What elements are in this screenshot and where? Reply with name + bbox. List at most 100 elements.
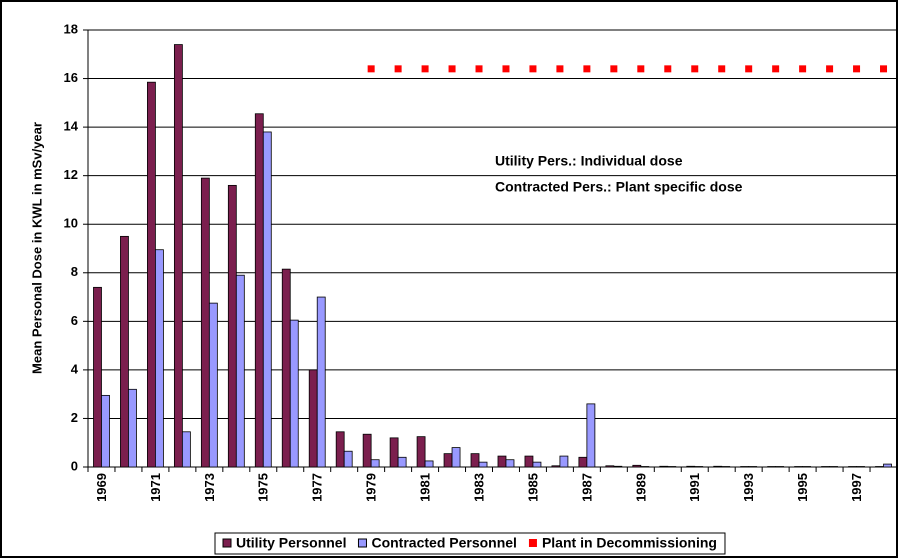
legend-swatch	[357, 538, 367, 548]
x-tick-label: 1977	[310, 473, 325, 502]
bar	[362, 433, 372, 468]
legend-swatch	[528, 539, 537, 547]
x-tick-label: 1981	[418, 473, 433, 502]
bar	[370, 459, 380, 468]
legend	[214, 532, 726, 555]
x-tick-label: 1975	[256, 473, 271, 502]
bar	[173, 44, 183, 468]
annotation: Contracted Pers.: Plant specific dose	[495, 179, 743, 195]
bar	[586, 403, 596, 468]
legend-label: Utility Personnel	[236, 535, 346, 551]
y-tick-label: 8	[71, 264, 78, 279]
bar	[713, 465, 723, 468]
x-tick-label: 1997	[849, 473, 864, 502]
bar	[120, 235, 129, 468]
bar	[235, 274, 245, 468]
marker	[853, 65, 861, 73]
bar	[524, 455, 534, 468]
y-tick-label: 4	[71, 361, 79, 376]
bar	[316, 296, 326, 468]
bar	[181, 431, 191, 468]
marker	[799, 65, 807, 73]
marker	[637, 65, 645, 73]
bar	[424, 460, 434, 468]
x-tick-label: 1973	[202, 473, 217, 502]
bar	[659, 465, 669, 468]
bar	[128, 388, 137, 468]
x-tick-label: 1993	[741, 473, 756, 502]
marker	[502, 65, 510, 73]
x-tick-label: 1989	[633, 473, 648, 502]
bar	[397, 456, 407, 468]
y-axis-label: Mean Personal Dose in KWL in mSv/year	[29, 122, 44, 374]
bar	[551, 465, 561, 468]
bar	[559, 455, 569, 468]
marker	[367, 65, 375, 73]
legend-label: Contracted Personnel	[371, 535, 516, 551]
y-tick-label: 12	[64, 167, 78, 182]
bar	[578, 456, 588, 468]
marker	[421, 65, 429, 73]
marker	[475, 65, 483, 73]
annotation: Utility Pers.: Individual dose	[495, 153, 683, 169]
y-tick-label: 2	[71, 410, 78, 425]
bar	[470, 453, 480, 468]
y-tick-label: 6	[71, 313, 78, 328]
bar	[389, 437, 399, 468]
legend-swatch	[222, 538, 232, 548]
bar	[208, 302, 218, 468]
bar	[254, 113, 264, 468]
bar	[281, 268, 291, 468]
bar	[416, 436, 426, 468]
bar	[613, 465, 623, 468]
marker	[529, 65, 537, 73]
x-tick-label: 1985	[525, 473, 540, 502]
bar	[101, 394, 110, 468]
bar	[883, 463, 892, 468]
bar	[451, 447, 461, 468]
bar	[227, 184, 237, 468]
y-tick-label: 16	[64, 70, 78, 85]
bar	[200, 177, 210, 468]
legend-label: Plant in Decommissioning	[542, 535, 717, 551]
marker	[394, 65, 402, 73]
marker	[826, 65, 834, 73]
marker	[691, 65, 699, 73]
x-tick-label: 1991	[687, 473, 702, 502]
marker	[583, 65, 591, 73]
marker	[718, 65, 726, 73]
bar	[147, 81, 156, 468]
x-tick-label: 1971	[148, 473, 163, 502]
marker	[556, 65, 564, 73]
marker	[880, 65, 888, 73]
marker	[664, 65, 672, 73]
bar	[497, 455, 507, 468]
x-tick-label: 1995	[795, 473, 810, 502]
bar	[289, 319, 299, 468]
bar	[308, 369, 318, 468]
y-tick-label: 0	[71, 458, 78, 473]
x-tick-label: 1969	[94, 473, 109, 502]
bar	[335, 431, 345, 468]
bar	[478, 461, 488, 468]
bar	[686, 465, 696, 468]
marker	[772, 65, 780, 73]
bar	[155, 249, 164, 468]
bar	[605, 465, 615, 468]
marker	[745, 65, 753, 73]
y-tick-label: 14	[64, 119, 79, 134]
bar	[343, 450, 353, 468]
x-tick-label: 1987	[579, 473, 594, 502]
x-tick-label: 1983	[471, 473, 486, 502]
y-tick-label: 18	[64, 21, 78, 36]
bar	[632, 464, 642, 468]
marker	[610, 65, 618, 73]
bar	[93, 286, 102, 468]
marker	[448, 65, 456, 73]
y-tick-label: 10	[64, 216, 78, 231]
bar	[505, 459, 515, 468]
bar	[532, 461, 542, 468]
bar	[443, 453, 453, 468]
